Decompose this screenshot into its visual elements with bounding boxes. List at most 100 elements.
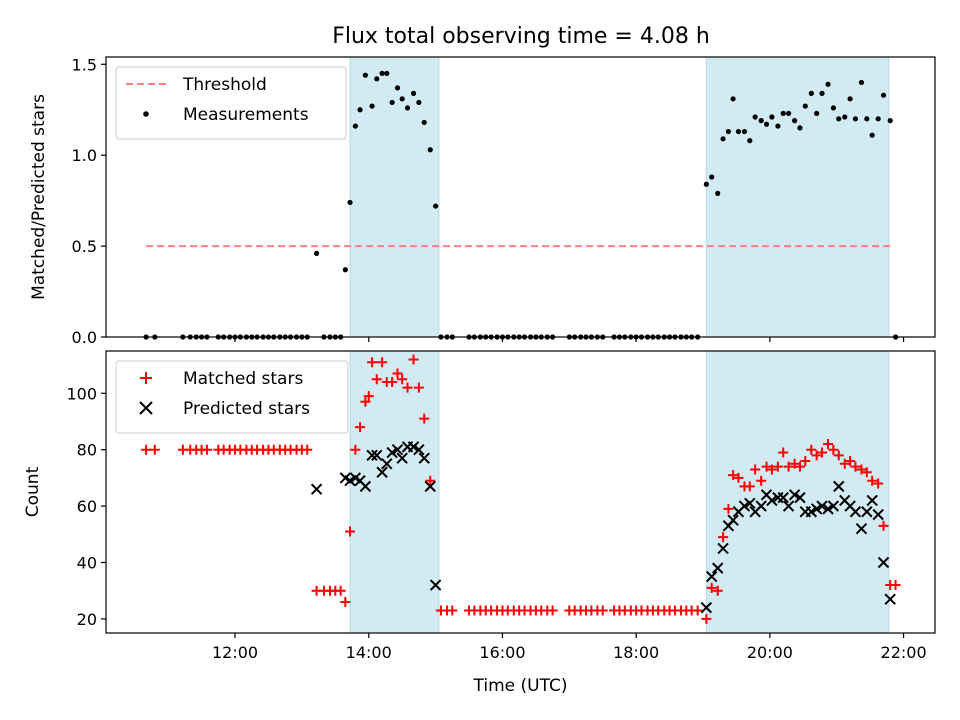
matched-star-point — [783, 461, 794, 472]
predicted-star-point — [738, 500, 751, 512]
legend: Threshold Measurements — [115, 66, 347, 140]
matched-star-point — [817, 447, 828, 458]
measurement-point — [404, 105, 411, 111]
x-tick-label: 20:00 — [747, 643, 793, 662]
matched-star-point — [766, 464, 777, 475]
matched-star-point — [447, 605, 458, 616]
measurement-point — [720, 136, 726, 142]
x-tick-label: 14:00 — [346, 643, 392, 662]
measurement-point — [394, 85, 401, 91]
matched-star-point — [744, 481, 755, 492]
measurement-point — [852, 116, 859, 122]
measurement-point — [427, 147, 433, 153]
measurement-point — [357, 107, 363, 113]
legend-measurement-swatch — [143, 111, 149, 117]
matched-star-point — [597, 605, 608, 616]
measurement-point — [763, 121, 770, 127]
matched-star-point — [419, 413, 430, 424]
y-axis-label: Count — [23, 466, 43, 517]
axes-frame — [105, 350, 936, 634]
matched-star-point — [547, 605, 558, 616]
matched-star-point — [706, 582, 717, 593]
matched-star-point — [794, 461, 805, 472]
predicted-star-point — [344, 475, 356, 487]
matched-star-point — [867, 475, 878, 486]
matched-star-point — [733, 472, 744, 483]
count-panel: 20 40 60 80 100 12:00 14:00 16:00 18:00 20:00 22:0… — [23, 350, 936, 696]
measurement-point — [352, 123, 358, 129]
measurement-point — [715, 190, 721, 196]
legend-label: Measurements — [183, 105, 309, 125]
measurement-point — [785, 110, 792, 116]
predicted-star-point — [794, 491, 806, 504]
ratio-panel: 0.0 0.5 1.0 1.5 Matched/Predicted stars Thres… — [29, 55, 936, 347]
axes-frame — [105, 56, 936, 338]
matched-star-point — [345, 526, 356, 537]
matched-star-point — [408, 354, 419, 365]
predicted-star-point — [805, 506, 818, 518]
measurement-point — [752, 114, 758, 120]
matched-star-point — [692, 605, 703, 616]
predicted-star-point — [381, 458, 393, 470]
measurement-point — [814, 110, 820, 116]
matched-star-point — [718, 532, 729, 543]
measurement-point — [741, 128, 748, 135]
matched-star-point — [839, 458, 850, 469]
predicted-star-point — [810, 503, 823, 515]
legend-box — [115, 66, 347, 140]
matched-star-point — [823, 439, 834, 450]
matched-star-point — [811, 450, 822, 461]
measurement-point — [384, 70, 390, 76]
measurement-point — [808, 90, 814, 96]
measurement-point — [847, 96, 853, 102]
x-tick-label: 18:00 — [613, 643, 659, 662]
matched-star-point — [723, 503, 734, 514]
matched-star-point — [761, 461, 772, 472]
measurement-point — [887, 118, 893, 124]
matched-star-point — [350, 444, 361, 455]
matched-star-point — [402, 382, 413, 393]
matched-star-point — [856, 464, 867, 475]
measurement-point — [725, 128, 732, 135]
predicted-star-point — [849, 506, 862, 518]
predicted-star-point — [788, 489, 801, 501]
measurement-point — [735, 128, 742, 135]
matched-star-point — [800, 455, 811, 466]
predicted-star-point — [766, 494, 778, 507]
measurement-point — [432, 203, 439, 209]
legend-predicted-swatch — [139, 401, 153, 415]
predicted-star-point — [429, 579, 442, 591]
legend-label: Predicted stars — [183, 399, 310, 419]
matched-star-point — [789, 458, 800, 469]
predicted-star-point — [884, 593, 896, 605]
matched-star-point — [806, 444, 817, 455]
predicted-star-point — [822, 503, 834, 515]
predicted-star-point — [866, 494, 878, 507]
matched-star-point — [360, 396, 371, 407]
measurement-point — [399, 96, 405, 102]
predicted-star-point — [855, 522, 868, 535]
measurement-point — [769, 114, 775, 120]
y-tick-label: 0.5 — [72, 237, 97, 256]
measurement-point — [802, 103, 808, 109]
measurement-point — [819, 90, 825, 96]
measurement-point — [875, 116, 881, 122]
measurement-point — [379, 70, 385, 76]
measurement-point — [758, 118, 764, 124]
predicted-star-point — [755, 500, 767, 512]
measurement-point — [313, 250, 320, 256]
x-tick-label: 22:00 — [881, 643, 927, 662]
matched-star-point — [335, 585, 346, 596]
predicted-star-point — [872, 508, 884, 521]
predicted-star-point — [712, 562, 724, 574]
matched-star-point — [367, 357, 378, 368]
measurement-point — [421, 119, 427, 126]
y-tick-label: 0.0 — [72, 328, 97, 347]
predicted-star-point — [413, 443, 425, 456]
predicted-star-point — [833, 480, 845, 493]
predicted-star-point — [396, 452, 408, 464]
shaded-region — [705, 56, 890, 338]
y-tick-label: 40 — [77, 554, 97, 573]
matched-star-point — [861, 467, 872, 478]
